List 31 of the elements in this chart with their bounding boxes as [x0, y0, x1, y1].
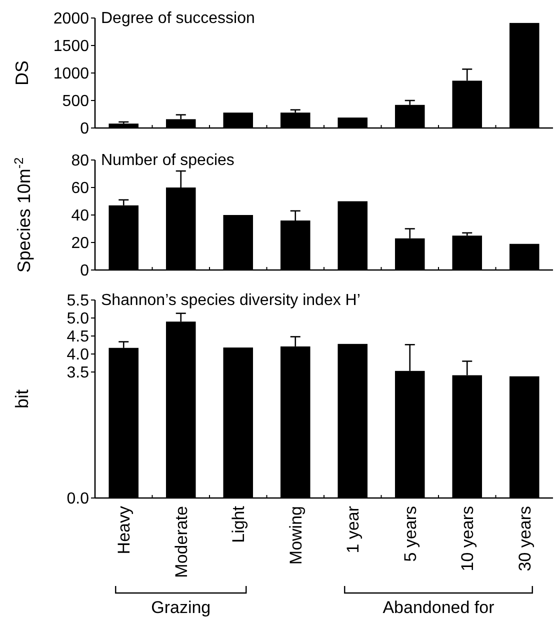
x-tick-label: 10 years [458, 506, 478, 572]
y-tick-label: 4.5 [66, 328, 90, 346]
x-tick-label: Light [229, 506, 248, 543]
x-tick-label: 1 year [344, 506, 363, 554]
x-tick-label: Mowing [286, 506, 306, 565]
x-tick-label: 30 years [515, 506, 534, 572]
y-tick-label: 5.5 [66, 292, 90, 310]
y-tick-label: 60 [71, 180, 90, 198]
chart-title: Degree of succession [101, 10, 255, 27]
y-tick-label: 0 [80, 262, 90, 280]
y-tick-label: 3.5 [66, 364, 90, 382]
x-tick-label: Heavy [114, 506, 134, 554]
x-tick-label: 5 years [400, 506, 420, 562]
y-axis-title: bit [12, 389, 32, 409]
y-tick-label: 1500 [53, 38, 90, 56]
y-tick-label: 80 [71, 152, 90, 170]
y-tick-label: 5.0 [66, 310, 90, 328]
y-tick-label: 0.0 [66, 490, 90, 508]
y-tick-label: 500 [62, 93, 90, 110]
text: Abandoned for [382, 598, 495, 617]
y-tick-label: 1000 [53, 66, 90, 83]
y-axis-title: DS [12, 60, 32, 86]
y-tick-label: 40 [71, 208, 90, 225]
x-tick-label: Moderate [172, 506, 191, 578]
y-tick-label: 20 [71, 235, 90, 252]
y-tick-label: 0 [80, 120, 90, 138]
y-tick-label: 2000 [53, 10, 90, 28]
chart-title: Number of species [101, 152, 234, 169]
chart-title: Shannon’s species diversity index H’ [101, 292, 360, 309]
text: Grazing [151, 598, 211, 617]
y-tick-label: 4.0 [66, 346, 90, 364]
